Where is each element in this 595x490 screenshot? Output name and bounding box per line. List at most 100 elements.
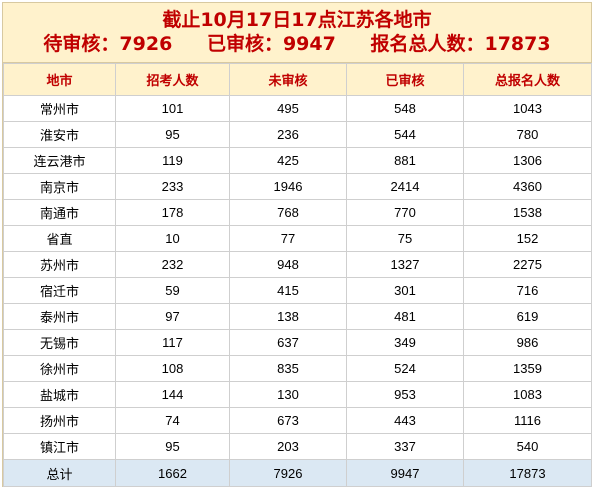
cell-pending: 637	[229, 329, 347, 356]
cell-quota: 233	[115, 173, 230, 200]
total-quota: 1662	[115, 459, 230, 487]
cell-pending: 77	[229, 225, 347, 252]
total-label: 总计	[3, 459, 116, 487]
cell-city: 苏州市	[3, 251, 116, 278]
cell-reviewed: 544	[346, 121, 464, 148]
col-header-quota: 招考人数	[115, 63, 230, 96]
data-table: 地市 招考人数 未审核 已审核 总报名人数 常州市 101 495 548 1043 淮安…	[3, 63, 592, 487]
cell-reviewed: 443	[346, 407, 464, 434]
table-row: 常州市 101 495 548 1043	[3, 95, 592, 122]
cell-total: 716	[463, 277, 592, 304]
summary-pending: 待审核：7926	[43, 33, 173, 55]
total-reviewed: 9947	[346, 459, 464, 487]
cell-total: 1359	[463, 355, 592, 382]
cell-city: 宿迁市	[3, 277, 116, 304]
col-header-reviewed: 已审核	[346, 63, 464, 96]
cell-reviewed: 75	[346, 225, 464, 252]
table-row: 宿迁市 59 415 301 716	[3, 277, 592, 304]
cell-city: 扬州市	[3, 407, 116, 434]
cell-city: 泰州市	[3, 303, 116, 330]
cell-city: 常州市	[3, 95, 116, 122]
summary-reviewed: 已审核：9947	[206, 33, 336, 55]
col-header-city: 地市	[3, 63, 116, 96]
table-row: 苏州市 232 948 1327 2275	[3, 251, 592, 278]
total-pending: 7926	[229, 459, 347, 487]
total-applicants: 17873	[463, 459, 592, 487]
table-row: 镇江市 95 203 337 540	[3, 433, 592, 460]
cell-total: 2275	[463, 251, 592, 278]
cell-total: 1043	[463, 95, 592, 122]
summary-total: 报名总人数：17873	[370, 33, 551, 55]
table-row: 无锡市 117 637 349 986	[3, 329, 592, 356]
cell-pending: 1946	[229, 173, 347, 200]
cell-pending: 768	[229, 199, 347, 226]
cell-total: 619	[463, 303, 592, 330]
cell-city: 连云港市	[3, 147, 116, 174]
cell-city: 无锡市	[3, 329, 116, 356]
cell-quota: 59	[115, 277, 230, 304]
cell-pending: 948	[229, 251, 347, 278]
total-row: 总计 1662 7926 9947 17873	[3, 459, 592, 487]
cell-pending: 495	[229, 95, 347, 122]
cell-total: 780	[463, 121, 592, 148]
cell-total: 152	[463, 225, 592, 252]
cell-quota: 178	[115, 199, 230, 226]
cell-reviewed: 881	[346, 147, 464, 174]
cell-pending: 138	[229, 303, 347, 330]
table-row: 泰州市 97 138 481 619	[3, 303, 592, 330]
table-row: 淮安市 95 236 544 780	[3, 121, 592, 148]
sheet-header: 截止10月17日17点江苏各地市 待审核：7926 已审核：9947 报名总人数…	[3, 3, 591, 63]
cell-pending: 673	[229, 407, 347, 434]
cell-reviewed: 481	[346, 303, 464, 330]
cell-total: 1306	[463, 147, 592, 174]
cell-quota: 74	[115, 407, 230, 434]
table-row: 徐州市 108 835 524 1359	[3, 355, 592, 382]
cell-reviewed: 337	[346, 433, 464, 460]
cell-quota: 101	[115, 95, 230, 122]
cell-reviewed: 2414	[346, 173, 464, 200]
cell-reviewed: 1327	[346, 251, 464, 278]
table-header-row: 地市 招考人数 未审核 已审核 总报名人数	[3, 63, 592, 96]
cell-total: 540	[463, 433, 592, 460]
cell-pending: 203	[229, 433, 347, 460]
cell-quota: 232	[115, 251, 230, 278]
cell-quota: 95	[115, 121, 230, 148]
sheet-title: 截止10月17日17点江苏各地市	[162, 9, 432, 31]
cell-reviewed: 548	[346, 95, 464, 122]
table-row: 省直 10 77 75 152	[3, 225, 592, 252]
cell-quota: 144	[115, 381, 230, 408]
cell-reviewed: 301	[346, 277, 464, 304]
cell-city: 徐州市	[3, 355, 116, 382]
table-row: 连云港市 119 425 881 1306	[3, 147, 592, 174]
table-body: 常州市 101 495 548 1043 淮安市 95 236 544 780 连云港市 119 425…	[3, 95, 592, 460]
table-row: 扬州市 74 673 443 1116	[3, 407, 592, 434]
table-row: 南京市 233 1946 2414 4360	[3, 173, 592, 200]
cell-quota: 95	[115, 433, 230, 460]
cell-city: 省直	[3, 225, 116, 252]
cell-pending: 236	[229, 121, 347, 148]
cell-city: 南京市	[3, 173, 116, 200]
cell-reviewed: 953	[346, 381, 464, 408]
table-row: 南通市 178 768 770 1538	[3, 199, 592, 226]
cell-pending: 130	[229, 381, 347, 408]
summary-line: 待审核：7926 已审核：9947 报名总人数：17873	[3, 32, 591, 56]
cell-total: 1083	[463, 381, 592, 408]
cell-reviewed: 349	[346, 329, 464, 356]
cell-total: 4360	[463, 173, 592, 200]
cell-city: 淮安市	[3, 121, 116, 148]
cell-quota: 119	[115, 147, 230, 174]
cell-city: 镇江市	[3, 433, 116, 460]
col-header-pending: 未审核	[229, 63, 347, 96]
cell-quota: 97	[115, 303, 230, 330]
cell-city: 盐城市	[3, 381, 116, 408]
cell-quota: 10	[115, 225, 230, 252]
table-row: 盐城市 144 130 953 1083	[3, 381, 592, 408]
cell-quota: 117	[115, 329, 230, 356]
cell-pending: 425	[229, 147, 347, 174]
cell-quota: 108	[115, 355, 230, 382]
cell-total: 1538	[463, 199, 592, 226]
cell-pending: 415	[229, 277, 347, 304]
cell-total: 986	[463, 329, 592, 356]
col-header-total: 总报名人数	[463, 63, 592, 96]
